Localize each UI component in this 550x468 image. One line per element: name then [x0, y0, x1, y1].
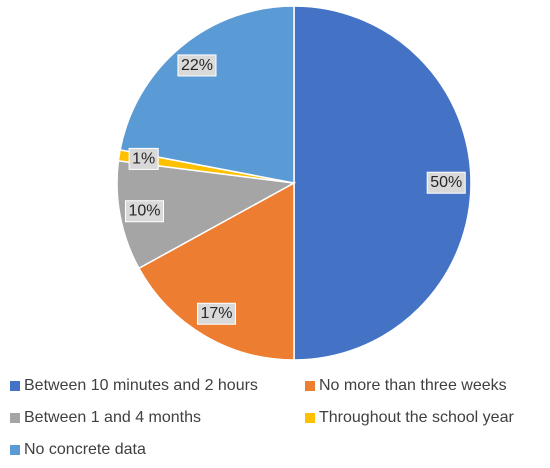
data-label: 50%	[430, 174, 462, 191]
legend-label: Between 10 minutes and 2 hours	[24, 377, 258, 394]
legend-label: No concrete data	[24, 441, 146, 458]
legend-swatch	[10, 445, 20, 455]
data-label: 10%	[128, 203, 160, 220]
data-label: 1%	[132, 150, 155, 167]
pie-slice	[137, 181, 295, 361]
legend-label: No more than three weeks	[319, 377, 507, 394]
legend-label: Throughout the school year	[319, 409, 514, 426]
legend-swatch	[10, 381, 20, 391]
pie-slice	[119, 5, 295, 184]
data-label-bg	[426, 171, 466, 194]
legend-swatch	[305, 413, 315, 423]
pie-slice	[116, 159, 297, 270]
data-label-bg	[196, 302, 237, 325]
pie-slice	[293, 5, 472, 361]
data-label-bg	[124, 200, 164, 223]
data-label: 17%	[200, 305, 232, 322]
data-label-bg	[128, 147, 159, 170]
data-label-bg	[177, 54, 217, 77]
legend-swatch	[10, 413, 20, 423]
legend-label: Between 1 and 4 months	[24, 409, 201, 426]
legend-swatch	[305, 381, 315, 391]
data-label: 22%	[181, 57, 213, 74]
